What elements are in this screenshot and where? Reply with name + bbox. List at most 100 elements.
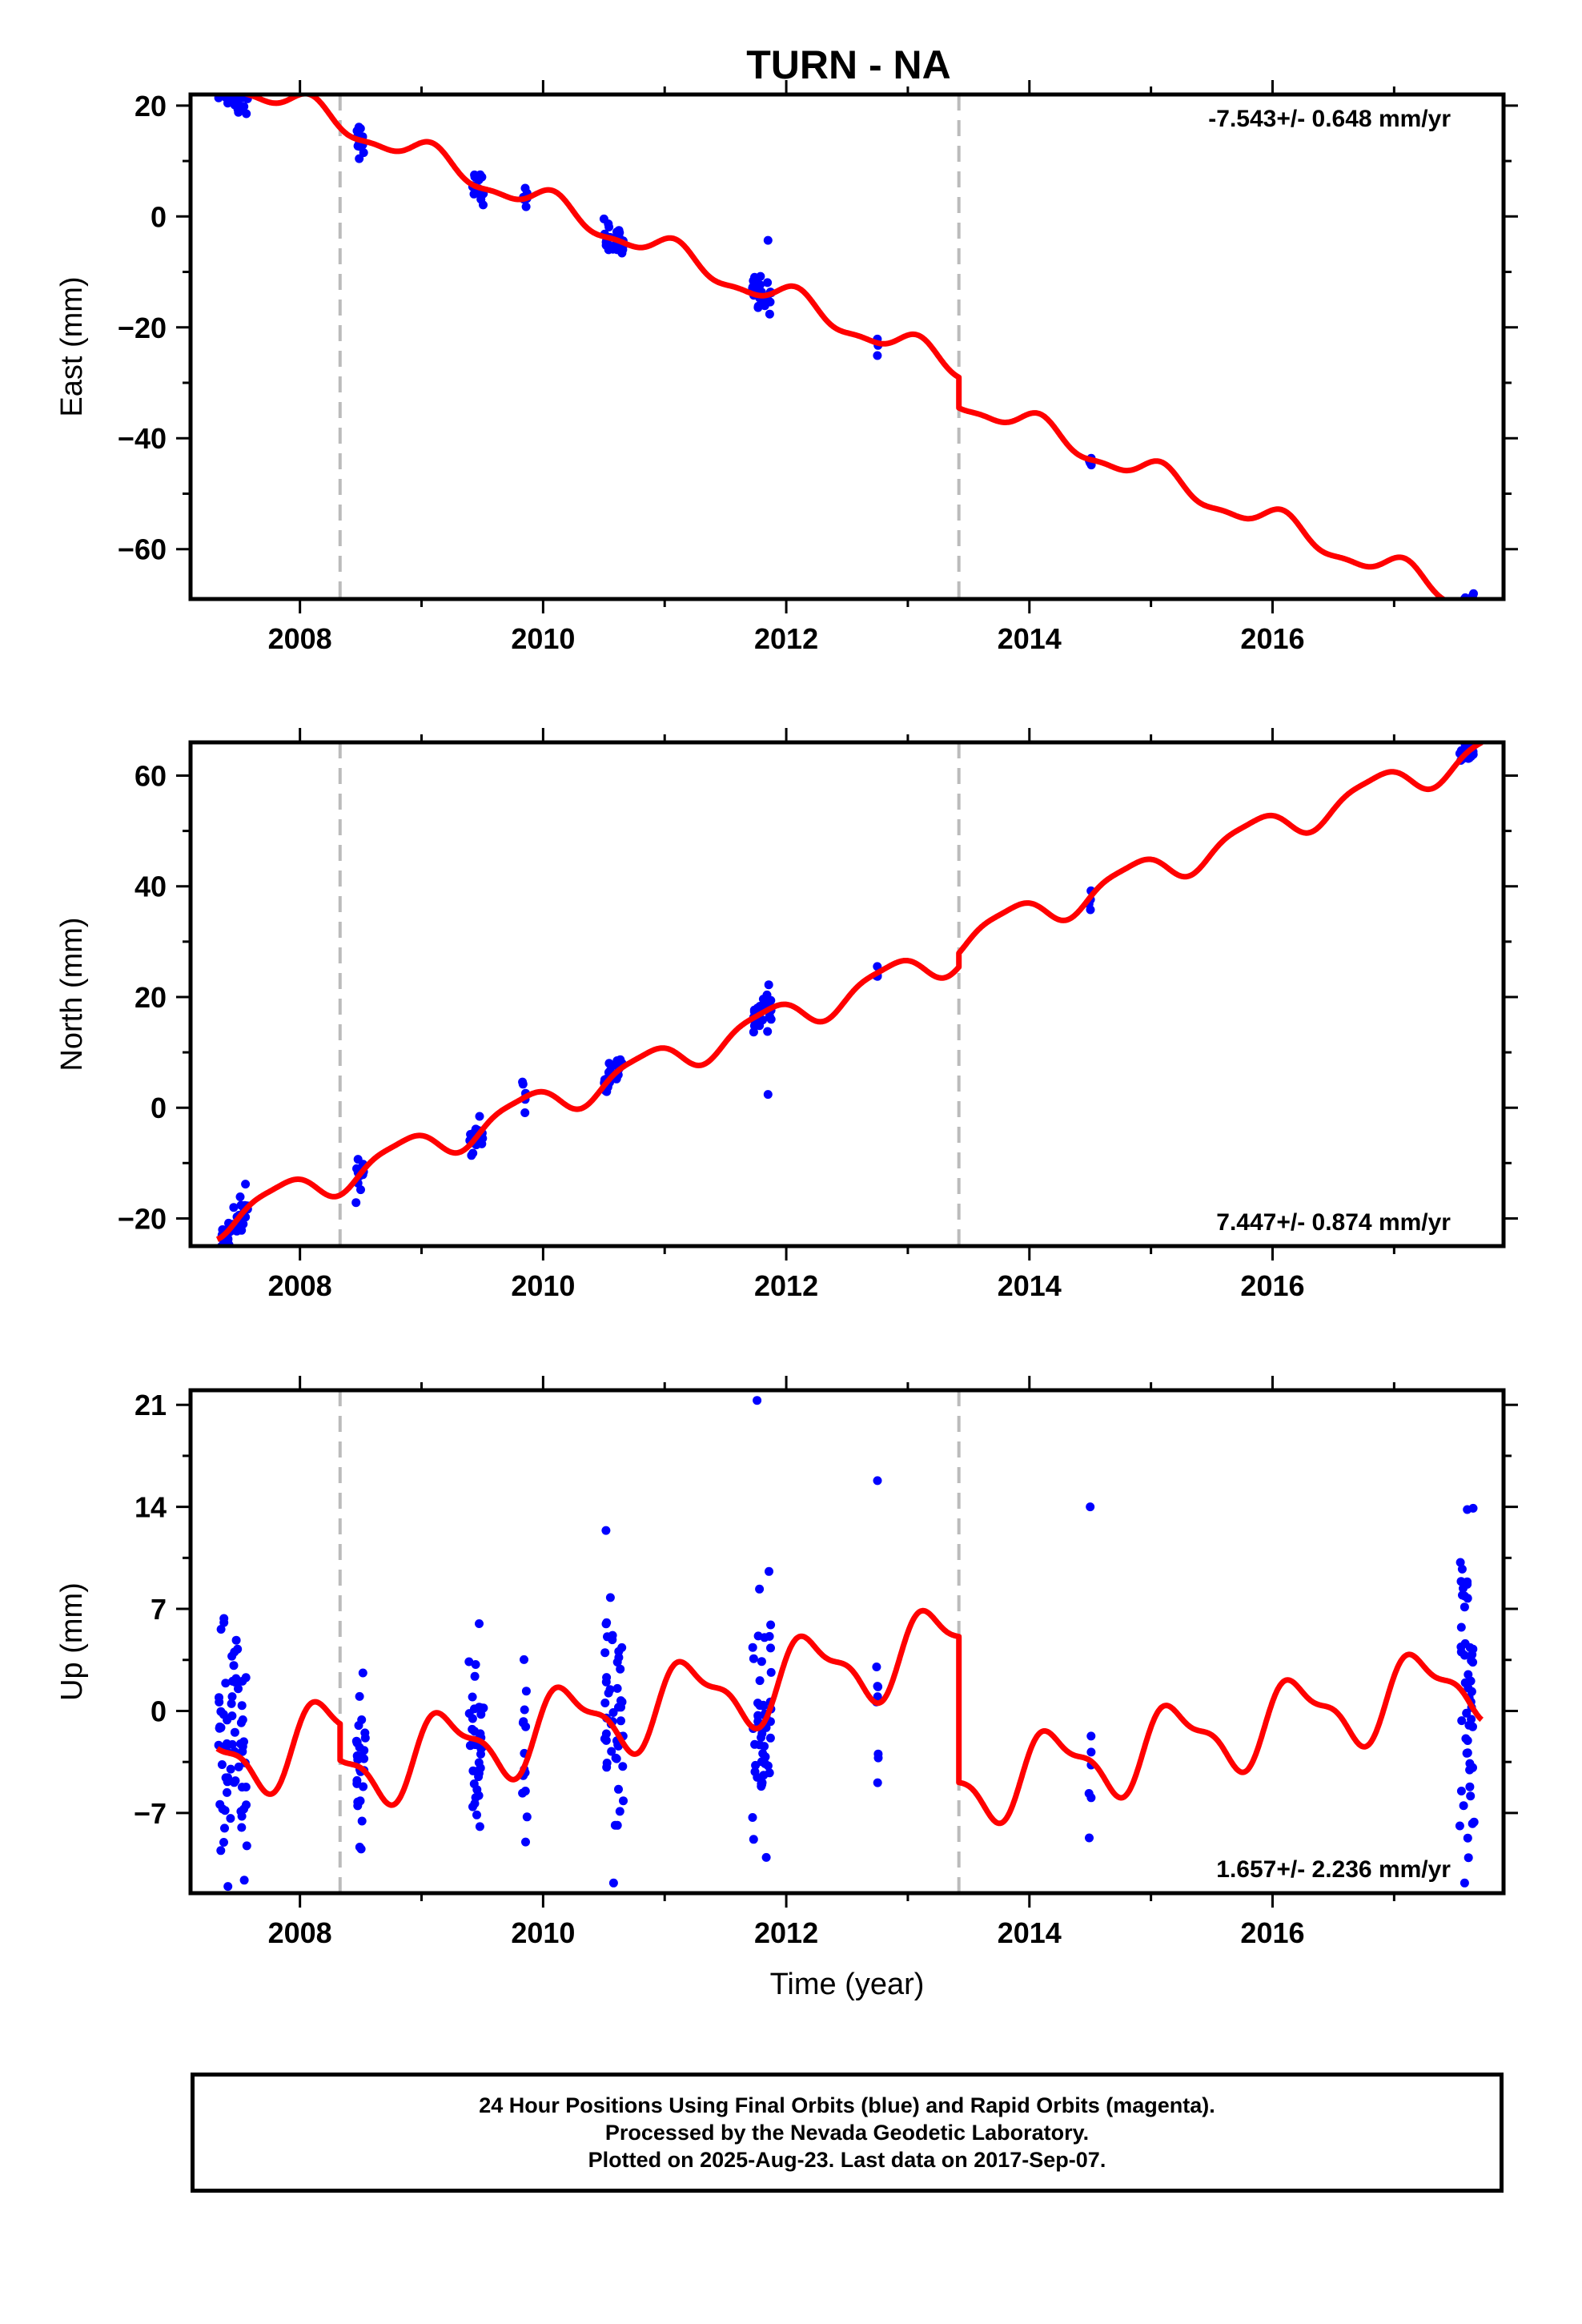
data-point-up-27 xyxy=(216,1625,226,1634)
data-point-east-156 xyxy=(1466,604,1475,613)
data-point-up-132 xyxy=(470,1727,480,1736)
data-point-up-42 xyxy=(239,1876,249,1885)
data-point-up-43 xyxy=(242,1841,251,1851)
data-point-east-13 xyxy=(221,71,230,80)
data-point-up-215 xyxy=(766,1620,776,1630)
y-tick-label-up-3: 0 xyxy=(151,1695,167,1727)
data-point-east-153 xyxy=(1461,615,1470,624)
y-tick-label-east-2: −20 xyxy=(118,312,167,344)
data-point-east-8 xyxy=(223,69,231,78)
data-point-up-171 xyxy=(612,1683,622,1693)
data-point-up-64 xyxy=(219,1614,229,1623)
data-point-north-37 xyxy=(239,1220,248,1228)
data-point-east-110 xyxy=(612,227,621,237)
data-point-east-139 xyxy=(748,282,757,292)
footer-line-3: Plotted on 2025-Aug-23. Last data on 201… xyxy=(588,2148,1106,2172)
data-point-east-15 xyxy=(239,82,247,90)
data-point-up-244 xyxy=(760,1633,769,1642)
data-point-up-10 xyxy=(237,1783,247,1792)
data-point-north-137 xyxy=(755,1021,765,1031)
data-point-east-158 xyxy=(1464,616,1473,625)
data-point-up-148 xyxy=(520,1705,529,1715)
data-point-up-12 xyxy=(227,1699,236,1708)
rate-label-up: 1.657+/- 2.236 mm/yr xyxy=(1216,1856,1451,1883)
data-point-up-200 xyxy=(608,1635,617,1645)
data-point-north-65 xyxy=(468,1148,478,1158)
data-point-east-79 xyxy=(521,202,531,211)
data-point-east-27 xyxy=(242,109,251,119)
y-tick-label-up-1: 14 xyxy=(135,1491,167,1524)
data-point-up-25 xyxy=(229,1661,239,1671)
y-tick-label-east-0: 20 xyxy=(135,90,167,123)
data-point-up-66 xyxy=(226,1814,235,1823)
y-tick-label-east-1: 0 xyxy=(151,200,167,233)
data-point-up-150 xyxy=(519,1717,528,1727)
data-points-north xyxy=(215,742,1478,1256)
y-tick-label-north-1: 40 xyxy=(135,870,167,903)
data-point-up-300 xyxy=(1468,1763,1477,1772)
data-point-up-28 xyxy=(216,1846,226,1856)
data-point-up-57 xyxy=(230,1647,239,1657)
data-point-east-171 xyxy=(1467,614,1476,623)
data-point-up-15 xyxy=(237,1823,247,1832)
data-point-east-177 xyxy=(1464,601,1472,609)
data-point-up-320 xyxy=(608,1878,618,1888)
data-point-up-305 xyxy=(1463,1748,1472,1758)
data-point-up-166 xyxy=(611,1900,620,1909)
data-point-east-2 xyxy=(219,82,228,90)
data-point-east-38 xyxy=(215,80,223,89)
data-point-up-157 xyxy=(600,1648,610,1658)
data-point-up-87 xyxy=(357,1816,367,1826)
data-point-up-222 xyxy=(755,1584,765,1594)
y-tick-label-north-3: 0 xyxy=(151,1092,167,1124)
data-point-up-302 xyxy=(1467,1715,1476,1724)
data-point-up-264 xyxy=(1084,1789,1094,1798)
data-point-up-88 xyxy=(355,1843,364,1852)
footer-line-1: 24 Hour Positions Using Final Orbits (bl… xyxy=(479,2093,1215,2117)
data-point-up-237 xyxy=(759,1771,769,1780)
data-point-up-230 xyxy=(749,1835,758,1844)
data-point-north-39 xyxy=(223,1236,233,1246)
data-point-east-72 xyxy=(479,200,488,210)
x-tick-label-north-1: 2010 xyxy=(511,1269,575,1302)
data-point-east-135 xyxy=(763,278,773,287)
data-point-up-4 xyxy=(223,1787,231,1797)
data-point-east-178 xyxy=(763,235,773,245)
data-point-up-197 xyxy=(611,1753,620,1763)
data-point-north-16 xyxy=(215,1248,223,1256)
data-point-east-19 xyxy=(242,75,251,84)
data-point-up-130 xyxy=(472,1785,482,1795)
y-tick-label-north-0: 60 xyxy=(135,759,167,792)
data-point-up-191 xyxy=(600,1734,609,1743)
data-point-up-202 xyxy=(755,1676,765,1686)
data-point-up-257 xyxy=(873,1682,883,1691)
y-axis-label-north: North (mm) xyxy=(55,917,89,1071)
model-line-east xyxy=(236,94,1449,599)
data-point-up-247 xyxy=(757,1733,766,1743)
data-point-up-212 xyxy=(766,1667,776,1677)
data-point-up-122 xyxy=(476,1703,485,1712)
data-point-east-160 xyxy=(1467,609,1476,618)
data-point-up-142 xyxy=(521,1837,530,1847)
data-point-north-134 xyxy=(766,995,776,1005)
data-point-up-126 xyxy=(476,1710,486,1719)
data-point-up-20 xyxy=(234,1684,243,1694)
data-point-up-278 xyxy=(1456,1622,1466,1632)
model-line-up xyxy=(215,1607,1484,1827)
data-point-up-106 xyxy=(475,1619,484,1628)
data-point-up-236 xyxy=(749,1654,758,1663)
data-point-up-288 xyxy=(1457,1716,1467,1726)
data-point-up-79 xyxy=(355,1691,364,1701)
data-point-east-34 xyxy=(217,74,226,83)
data-point-up-306 xyxy=(1460,1638,1470,1648)
data-point-up-61 xyxy=(215,1693,223,1703)
data-point-up-133 xyxy=(476,1763,485,1773)
data-point-east-6 xyxy=(239,84,248,93)
data-point-east-24 xyxy=(232,78,241,86)
data-point-up-134 xyxy=(464,1657,474,1667)
data-point-up-275 xyxy=(1461,1734,1471,1743)
data-point-up-310 xyxy=(1463,1833,1472,1843)
data-point-up-188 xyxy=(600,1699,610,1707)
data-point-up-78 xyxy=(358,1668,367,1678)
data-point-east-22 xyxy=(227,78,235,87)
